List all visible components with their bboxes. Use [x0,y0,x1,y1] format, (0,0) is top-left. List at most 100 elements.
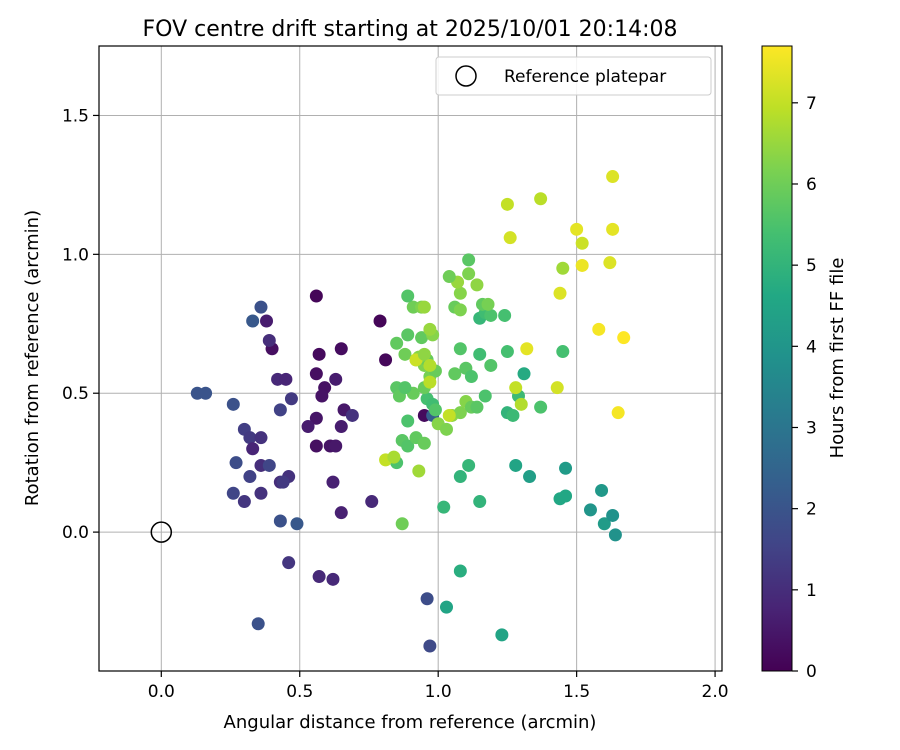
data-point [251,617,265,631]
colorbar-ticks: 0 1 2 3 4 5 6 7 [792,94,817,682]
data-point [226,397,240,411]
data-point [606,508,620,522]
data-point [254,486,268,500]
data-point [523,470,537,484]
x-tick-label: 0.0 [148,682,175,702]
y-tick-label: 1.5 [62,106,89,126]
colorbar-tick-label: 5 [806,256,817,276]
data-point [417,347,431,361]
data-point [334,420,348,434]
data-point [199,386,213,400]
data-point [412,464,426,478]
legend-open-circle-icon [455,65,477,87]
data-point [428,403,442,417]
data-point [500,197,514,211]
data-point [550,381,564,395]
data-point [478,389,492,403]
data-point [470,400,484,414]
colorbar: 0 1 2 3 4 5 6 7 Hours from first FF file [761,45,848,682]
data-point [423,322,437,336]
data-point [462,253,476,267]
data-point [334,506,348,520]
data-point [611,406,625,420]
data-point [534,400,548,414]
data-point [575,258,589,272]
data-point [301,420,315,434]
data-point [462,267,476,281]
y-tick-label: 1.0 [62,245,89,265]
x-axis-ticks: 0.0 0.5 1.0 1.5 2.0 [148,671,729,702]
x-tick-label: 2.0 [702,682,729,702]
data-point [420,592,434,606]
data-point [448,367,462,381]
reference-marker-layer [150,521,173,543]
data-point [484,358,498,372]
data-point [312,570,326,584]
data-point [473,347,487,361]
data-point [462,458,476,472]
data-point [379,353,393,367]
data-point [442,270,456,284]
x-tick-label: 1.5 [563,682,590,702]
data-point [309,439,323,453]
data-point [453,564,467,578]
y-tick-label: 0.0 [62,523,89,543]
data-point [237,495,251,509]
data-point [606,170,620,184]
data-point [534,192,548,206]
data-point [312,347,326,361]
data-point [442,408,456,422]
data-point [290,517,304,531]
data-point [453,406,467,420]
data-point [556,261,570,275]
data-point [484,308,498,322]
data-point [481,297,495,311]
data-point [453,303,467,317]
colorbar-tick-label: 6 [806,175,817,195]
data-point [509,458,523,472]
data-point [559,461,573,475]
data-point [329,372,343,386]
data-point [226,486,240,500]
data-point [309,411,323,425]
plot-frame [98,45,723,672]
y-tick-label: 0.5 [62,384,89,404]
scatter-points [190,170,631,653]
data-point [439,422,453,436]
data-point [423,375,437,389]
y-axis-label: Rotation from reference (arcmin) [22,210,43,506]
data-point [417,436,431,450]
data-point [570,222,584,236]
data-point [464,370,478,384]
data-point [517,367,531,381]
data-point [592,322,606,336]
colorbar-tick-label: 2 [806,500,817,520]
data-point [401,289,415,303]
colorbar-tick-label: 0 [806,662,817,682]
reference-platepar-marker [150,521,173,543]
colorbar-tick-label: 7 [806,94,817,114]
data-point [617,331,631,345]
data-point [387,450,401,464]
data-point [390,336,404,350]
data-point [583,503,597,517]
data-point [556,345,570,359]
chart-title: FOV centre drift starting at 2025/10/01 … [143,17,678,42]
data-point [439,600,453,614]
data-point [373,314,387,328]
data-point [500,345,514,359]
colorbar-tick-label: 1 [806,581,817,601]
data-point [603,256,617,270]
data-point [229,456,243,470]
data-point [309,289,323,303]
data-point [520,342,534,356]
data-point [246,314,260,328]
data-point [315,389,329,403]
x-axis-label: Angular distance from reference (arcmin) [224,712,597,733]
data-point [470,278,484,292]
data-point [495,628,509,642]
data-point [553,286,567,300]
data-point [273,514,287,528]
data-point [309,367,323,381]
